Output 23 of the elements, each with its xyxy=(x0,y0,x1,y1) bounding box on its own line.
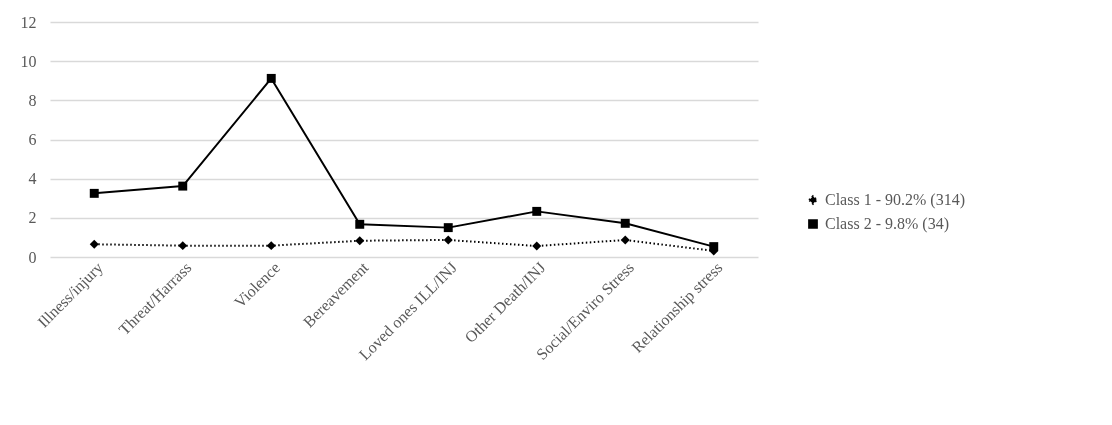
point xyxy=(266,73,276,83)
point xyxy=(178,181,188,191)
point xyxy=(532,241,542,251)
point xyxy=(620,235,630,245)
y-tick-label: 12 xyxy=(20,13,37,31)
legend-label: Class 1 - 90.2% (314) xyxy=(825,191,965,209)
point xyxy=(443,235,453,245)
point xyxy=(620,218,630,228)
legend-label: Class 2 - 9.8% (34) xyxy=(825,215,949,233)
point xyxy=(355,236,365,246)
y-tick-label: 0 xyxy=(28,248,37,266)
point xyxy=(443,223,453,233)
point xyxy=(532,206,542,216)
point xyxy=(89,188,99,198)
y-tick-label: 8 xyxy=(28,91,37,109)
point xyxy=(266,241,276,251)
point xyxy=(178,241,188,251)
point xyxy=(89,239,99,249)
y-tick-label: 6 xyxy=(28,131,37,148)
y-tick-label: 10 xyxy=(20,52,37,70)
point xyxy=(355,219,365,229)
y-tick-label: 4 xyxy=(28,170,37,188)
y-tick-label: 2 xyxy=(28,209,37,227)
